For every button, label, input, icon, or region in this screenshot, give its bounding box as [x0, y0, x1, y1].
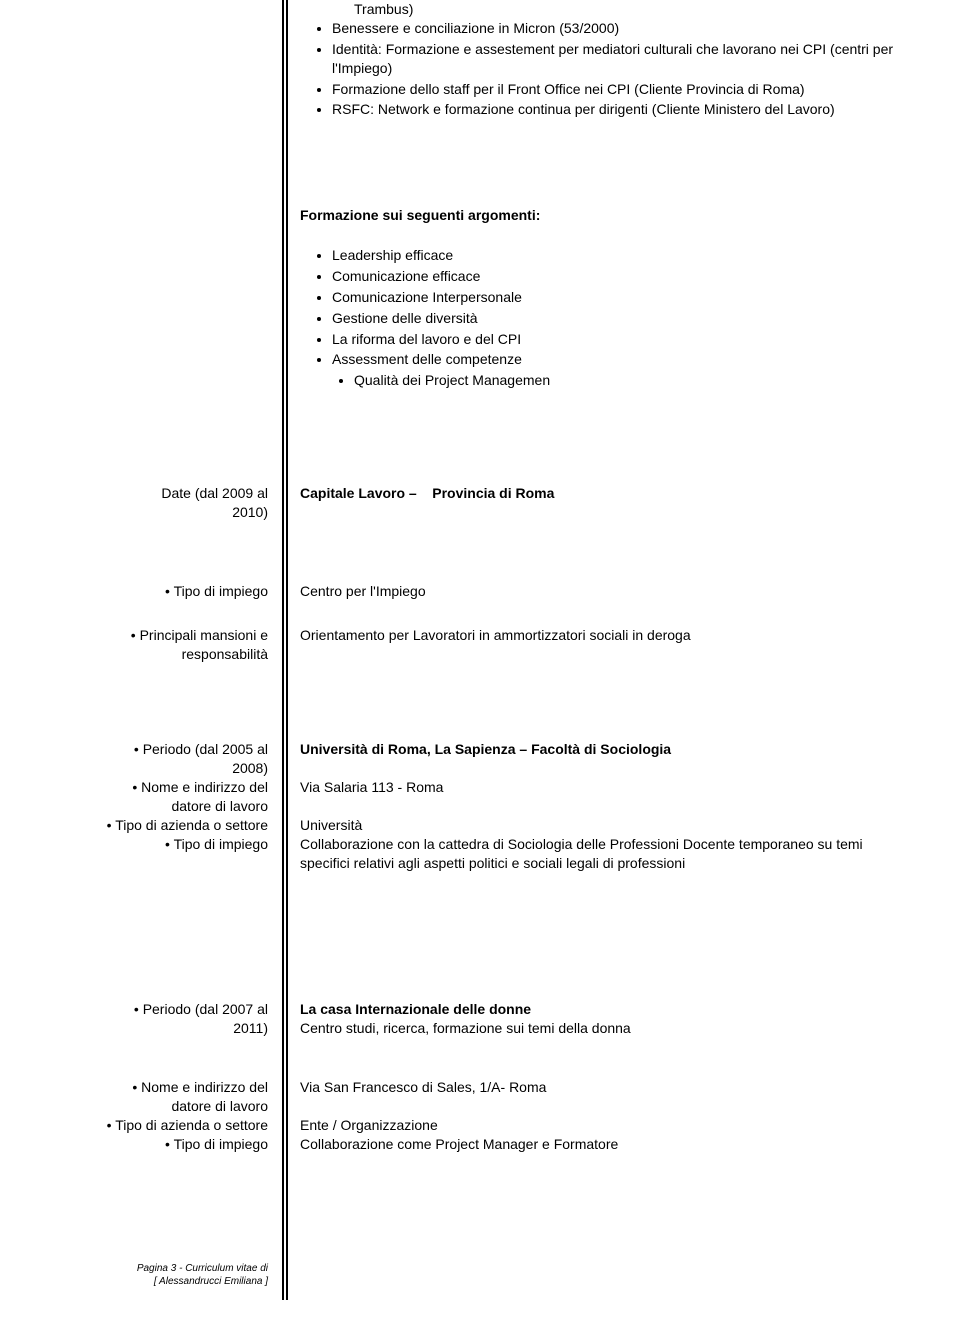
list-item: Comunicazione Interpersonale — [332, 288, 550, 307]
uni-tipo-value: Collaborazione con la cattedra di Sociol… — [300, 835, 880, 873]
date-text1: Periodo (dal 2005 al — [143, 741, 268, 757]
azienda-label-casa: Tipo di azienda o settore — [107, 1116, 268, 1135]
date-capitale: • Date (dal 2009 al 2010) — [161, 484, 268, 522]
section1-top: Trambus) Benessere e conciliazione in Mi… — [300, 0, 920, 121]
date-text2: 2011) — [233, 1020, 268, 1036]
bullet-icon — [134, 741, 143, 757]
tipo-label-uni: Tipo di impiego — [165, 835, 268, 854]
capitale-title: Capitale Lavoro – Provincia di Roma — [300, 484, 554, 503]
tipo-label-casa: Tipo di impiego — [165, 1135, 268, 1154]
cv-page: • Date (dal 2009 al 2010) Tipo di impieg… — [0, 0, 960, 1318]
casa-addr: Via San Francesco di Sales, 1/A- Roma — [300, 1078, 546, 1097]
nome-datore-casa: Nome e indirizzo del datore di lavoro — [132, 1078, 268, 1116]
left-column: • Date (dal 2009 al 2010) Tipo di impieg… — [0, 0, 280, 1318]
page-footer: Pagina 3 - Curriculum vitae di [ Alessan… — [137, 1263, 268, 1288]
list-item: Leadership efficace — [332, 246, 550, 265]
list-item: La riforma del lavoro e del CPI — [332, 330, 550, 349]
periodo-casa: Periodo (dal 2007 al 2011) — [134, 1000, 268, 1038]
label-text1: Nome e indirizzo del — [141, 779, 268, 795]
label-text: Tipo di azienda o settore — [115, 817, 268, 833]
bullet-icon — [131, 627, 140, 643]
vertical-divider — [282, 0, 288, 1300]
bullet-continuation: Trambus) — [300, 0, 920, 19]
azienda-label-uni: Tipo di azienda o settore — [107, 816, 268, 835]
mansioni-label: Principali mansioni e responsabilità — [131, 626, 268, 664]
title-part1: Capitale Lavoro – — [300, 485, 417, 501]
list-item: Qualità dei Project Managemen — [354, 371, 550, 390]
bullet-icon — [132, 779, 141, 795]
mid-bullet-list: Leadership efficace Comunicazione effica… — [300, 246, 550, 369]
right-column: Trambus) Benessere e conciliazione in Mi… — [300, 0, 920, 1318]
label-text: Tipo di impiego — [174, 583, 268, 599]
tipo-impiego-label: Tipo di impiego — [165, 582, 268, 601]
bullet-icon — [107, 1117, 116, 1133]
label-text: Tipo di azienda o settore — [115, 1117, 268, 1133]
uni-title: Università di Roma, La Sapienza – Facolt… — [300, 740, 671, 759]
list-item: RSFC: Network e formazione continua per … — [332, 100, 920, 119]
capitale-mansioni-value: Orientamento per Lavoratori in ammortizz… — [300, 626, 860, 645]
uni-addr: Via Salaria 113 - Roma — [300, 778, 443, 797]
date-text2: 2008) — [232, 760, 268, 776]
date-label: Date (dal 2009 al — [161, 485, 268, 501]
casa-subtitle: Centro studi, ricerca, formazione sui te… — [300, 1020, 631, 1036]
date-text1: Periodo (dal 2007 al — [143, 1001, 268, 1017]
inner-bullet-list: Qualità dei Project Managemen — [300, 371, 550, 390]
section1-mid: Leadership efficace Comunicazione effica… — [300, 246, 550, 392]
label-text2: datore di lavoro — [171, 798, 268, 814]
casa-heading-block: La casa Internazionale delle donne Centr… — [300, 1000, 631, 1038]
casa-azienda-value: Ente / Organizzazione — [300, 1116, 438, 1135]
list-item: Formazione dello staff per il Front Offi… — [332, 80, 920, 99]
periodo-uni: Periodo (dal 2005 al 2008) — [134, 740, 268, 778]
list-item: Benessere e conciliazione in Micron (53/… — [332, 19, 920, 38]
label-text1: Principali mansioni e — [140, 627, 268, 643]
title-part2: Provincia di Roma — [432, 485, 554, 501]
nome-datore-uni: Nome e indirizzo del datore di lavoro — [132, 778, 268, 816]
casa-tipo-value: Collaborazione come Project Manager e Fo… — [300, 1135, 618, 1154]
label-text2: responsabilità — [182, 646, 268, 662]
list-item: Comunicazione efficace — [332, 267, 550, 286]
bullet-icon — [165, 1136, 174, 1152]
label-text: Tipo di impiego — [174, 1136, 268, 1152]
bullet-icon — [107, 817, 116, 833]
casa-title: La casa Internazionale delle donne — [300, 1001, 531, 1017]
top-bullet-list: Benessere e conciliazione in Micron (53/… — [300, 19, 920, 119]
bullet-icon — [132, 1079, 141, 1095]
list-item: Gestione delle diversità — [332, 309, 550, 328]
label-text: Tipo di impiego — [174, 836, 268, 852]
list-item: Assessment delle competenze — [332, 350, 550, 369]
bullet-icon — [165, 836, 174, 852]
list-item: Identità: Formazione e assestement per m… — [332, 40, 920, 78]
bullet-icon — [134, 1001, 143, 1017]
formazione-heading: Formazione sui seguenti argomenti: — [300, 206, 540, 225]
label-text2: datore di lavoro — [171, 1098, 268, 1114]
date-label-2: 2010) — [232, 504, 268, 520]
uni-azienda-value: Università — [300, 816, 362, 835]
bullet-icon — [165, 583, 174, 599]
capitale-tipo-value: Centro per l'Impiego — [300, 582, 426, 601]
footer-line2: [ Alessandrucci Emiliana ] — [154, 1276, 268, 1287]
label-text1: Nome e indirizzo del — [141, 1079, 268, 1095]
footer-line1: Pagina 3 - Curriculum vitae di — [137, 1263, 268, 1274]
